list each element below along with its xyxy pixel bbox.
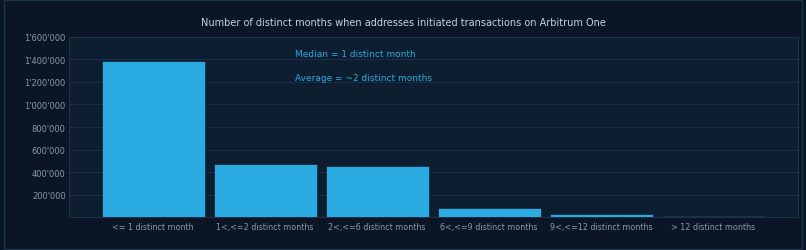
Text: Average = ~2 distinct months: Average = ~2 distinct months: [295, 74, 432, 82]
Bar: [662, 216, 765, 218]
Text: Median = 1 distinct month: Median = 1 distinct month: [295, 50, 415, 59]
Bar: [102, 62, 205, 218]
Bar: [438, 208, 541, 218]
Bar: [550, 214, 653, 218]
Text: Number of distinct months when addresses initiated transactions on Arbitrum One: Number of distinct months when addresses…: [201, 18, 605, 28]
Bar: [326, 166, 429, 218]
Bar: [214, 164, 317, 218]
